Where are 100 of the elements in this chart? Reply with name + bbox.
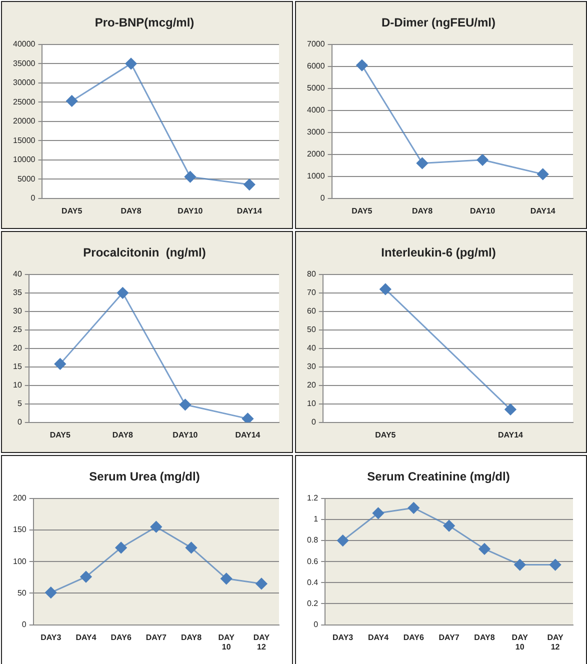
point bbox=[514, 559, 526, 571]
x-tick-label: DAY14 bbox=[236, 206, 262, 216]
x-tick-label: DAY14 bbox=[498, 430, 524, 440]
y-tick-label: 25000 bbox=[12, 97, 36, 106]
point bbox=[242, 412, 254, 422]
x-tick-label: DAY14 bbox=[235, 430, 261, 440]
point bbox=[244, 178, 256, 190]
point bbox=[66, 95, 78, 107]
point bbox=[416, 157, 428, 169]
x-tick-label: DAY7 bbox=[438, 632, 460, 642]
point bbox=[537, 168, 549, 180]
y-tick-label: 4000 bbox=[307, 106, 326, 115]
y-tick-label: 0.6 bbox=[306, 556, 319, 566]
x-tick-label: DAY3 bbox=[332, 632, 354, 642]
x-tick-label: DAY8 bbox=[180, 632, 202, 642]
x-tick-label: DAY5 bbox=[50, 430, 72, 440]
point bbox=[125, 58, 137, 70]
y-tick-label: 40 bbox=[306, 344, 316, 353]
y-tick-label: 1 bbox=[314, 514, 319, 524]
x-tick-label: DAY7 bbox=[146, 632, 168, 642]
y-tick-label: 5000 bbox=[17, 174, 36, 184]
y-tick-label: 50 bbox=[17, 588, 27, 598]
point bbox=[478, 543, 490, 555]
y-tick-label: 35000 bbox=[12, 58, 36, 68]
y-tick-label: 1000 bbox=[307, 172, 326, 181]
point bbox=[337, 534, 349, 546]
point bbox=[256, 578, 268, 590]
y-tick-label: 0 bbox=[30, 194, 36, 203]
y-tick-label: 15 bbox=[12, 362, 22, 372]
y-tick-label: 200 bbox=[12, 494, 27, 503]
y-tick-label: 5000 bbox=[307, 84, 326, 93]
chart-title: D-Dimer (ngFEU/ml) bbox=[382, 16, 496, 30]
point bbox=[184, 171, 196, 183]
x-tick-label: DAY8 bbox=[412, 206, 434, 216]
y-tick-label: 5 bbox=[17, 399, 22, 408]
y-tick-label: 20000 bbox=[12, 116, 36, 126]
point bbox=[220, 572, 232, 584]
chart-title: Procalcitonin (ng/ml) bbox=[83, 246, 206, 260]
y-tick-label: 0.4 bbox=[306, 578, 319, 587]
y-tick-label: 30000 bbox=[12, 78, 36, 88]
x-tick-label: DAY6 bbox=[110, 632, 132, 642]
point bbox=[116, 287, 128, 299]
x-tick-label: DAY10 bbox=[172, 430, 198, 440]
y-tick-label: 80 bbox=[306, 270, 316, 279]
point bbox=[150, 521, 162, 533]
y-tick-label: 7000 bbox=[307, 40, 326, 49]
y-tick-label: 6000 bbox=[307, 62, 326, 71]
chart-title: Serum Creatinine (mg/dl) bbox=[367, 470, 510, 484]
y-tick-label: 70 bbox=[306, 288, 316, 298]
x-tick-label: DAY 12 bbox=[547, 632, 564, 652]
x-tick-label: DAY14 bbox=[530, 206, 556, 216]
point bbox=[115, 542, 127, 554]
x-tick-label: DAY 10 bbox=[512, 632, 529, 652]
point bbox=[54, 358, 66, 370]
x-tick-label: DAY 10 bbox=[218, 632, 236, 652]
y-tick-label: 2000 bbox=[307, 150, 326, 159]
x-tick-label: DAY10 bbox=[470, 206, 496, 216]
point bbox=[550, 559, 562, 571]
y-tick-label: 150 bbox=[12, 525, 27, 534]
point bbox=[476, 154, 488, 166]
x-tick-label: DAY 12 bbox=[253, 632, 270, 652]
point bbox=[443, 520, 455, 532]
y-tick-label: 0 bbox=[17, 418, 22, 427]
x-tick-label: DAY8 bbox=[112, 430, 134, 440]
point bbox=[80, 571, 92, 583]
y-tick-label: 20 bbox=[12, 344, 22, 353]
x-tick-label: DAY4 bbox=[368, 632, 390, 642]
y-tick-label: 0.8 bbox=[306, 536, 319, 545]
y-tick-label: 0 bbox=[22, 620, 27, 630]
point bbox=[179, 398, 191, 410]
y-tick-label: 35 bbox=[12, 288, 22, 298]
y-tick-label: 0.2 bbox=[306, 598, 319, 608]
y-tick-label: 3000 bbox=[307, 128, 326, 137]
y-tick-label: 40000 bbox=[12, 40, 36, 49]
y-tick-label: 30 bbox=[306, 362, 316, 372]
x-tick-label: DAY8 bbox=[120, 206, 142, 216]
y-tick-label: 30 bbox=[12, 306, 22, 316]
y-tick-label: 0 bbox=[314, 620, 319, 630]
chart-title: Pro-BNP(mcg/ml) bbox=[94, 16, 194, 30]
y-tick-label: 40 bbox=[12, 270, 22, 279]
chart-title: Interleukin-6 (pg/ml) bbox=[381, 246, 496, 260]
chart-title: Serum Urea (mg/dl) bbox=[89, 470, 200, 484]
y-tick-label: 15000 bbox=[12, 136, 36, 145]
x-tick-label: DAY10 bbox=[178, 206, 204, 216]
x-tick-label: DAY6 bbox=[403, 632, 424, 642]
x-tick-label: DAY5 bbox=[375, 430, 396, 440]
y-tick-label: 10 bbox=[12, 380, 22, 390]
point bbox=[408, 502, 420, 514]
y-tick-label: 0 bbox=[311, 418, 316, 427]
y-tick-label: 1.2 bbox=[306, 494, 319, 503]
y-tick-label: 60 bbox=[306, 306, 316, 316]
x-tick-label: DAY8 bbox=[474, 632, 496, 642]
y-tick-label: 0 bbox=[320, 194, 326, 203]
y-tick-label: 50 bbox=[306, 325, 316, 334]
y-tick-label: 10000 bbox=[12, 155, 36, 164]
y-tick-label: 100 bbox=[12, 556, 27, 566]
y-tick-label: 25 bbox=[12, 325, 22, 334]
point bbox=[372, 507, 384, 519]
x-tick-label: DAY5 bbox=[352, 206, 373, 216]
point bbox=[45, 586, 57, 598]
